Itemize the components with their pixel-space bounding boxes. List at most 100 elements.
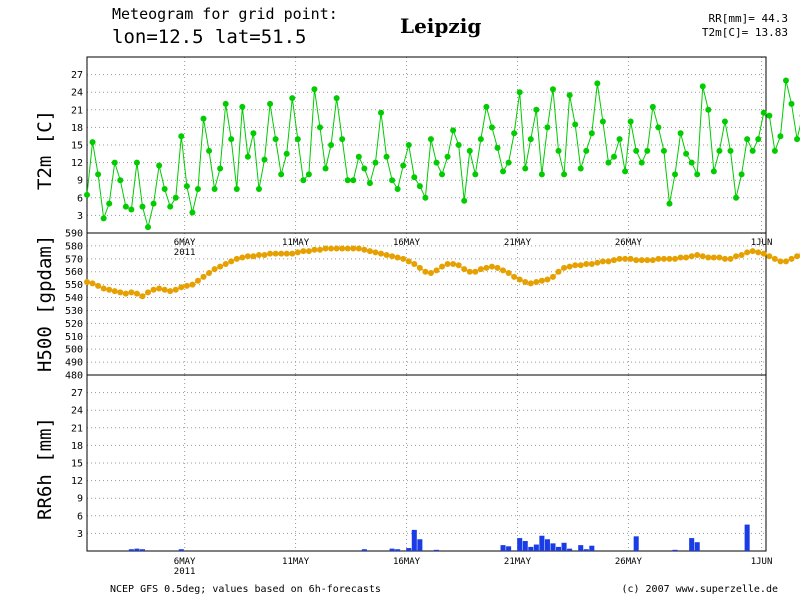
- t2m-mean-readout: T2m[C]= 13.83: [701, 26, 788, 39]
- footer-copyright: (c) 2007 www.superzelle.de: [621, 584, 778, 595]
- h500-point: [416, 264, 423, 271]
- t2m-point: [766, 112, 773, 119]
- t2m-point: [378, 109, 385, 116]
- rr-bar: [578, 545, 584, 551]
- rr-bar: [550, 543, 556, 551]
- h500-point: [167, 288, 174, 295]
- t2m-point: [749, 147, 756, 154]
- y-tick-label: 21: [71, 105, 83, 116]
- h500-point: [278, 250, 285, 257]
- h500-point: [705, 254, 712, 261]
- y-tick-label: 590: [65, 229, 83, 240]
- rr-bar: [561, 542, 567, 551]
- t2m-point: [405, 142, 412, 148]
- t2m-point: [588, 130, 595, 137]
- t2m-point: [283, 150, 290, 157]
- h500-point: [228, 258, 235, 265]
- h500-point: [533, 279, 540, 286]
- h500-point: [633, 257, 640, 264]
- t2m-point: [222, 100, 229, 107]
- y-tick-label: 570: [65, 254, 83, 265]
- rr-bar: [694, 542, 700, 551]
- h500-point: [439, 263, 446, 270]
- header-line-1: Meteogram for grid point:: [112, 5, 338, 23]
- h500-point: [488, 263, 495, 270]
- h500-point: [250, 253, 257, 260]
- h500-point: [322, 245, 329, 252]
- h500-point: [272, 250, 279, 257]
- h500-point: [427, 270, 434, 277]
- h500-point: [244, 253, 251, 260]
- t2m-point: [516, 89, 523, 96]
- y-tick-label: 490: [65, 358, 83, 369]
- h500-point: [339, 245, 346, 252]
- h500-point: [766, 253, 773, 260]
- t2m-point: [111, 159, 118, 166]
- h500-point: [405, 258, 412, 265]
- rr-total-readout: RR[mm]= 44.3: [708, 12, 788, 25]
- h500-point: [683, 254, 690, 261]
- h500-point: [710, 254, 717, 261]
- rr-bar: [411, 529, 417, 551]
- t2m-point: [300, 177, 307, 184]
- t2m-point: [117, 177, 124, 184]
- t2m-point: [461, 197, 468, 204]
- h500-point: [217, 263, 224, 270]
- t2m-point: [178, 133, 185, 140]
- panel-frame: [86, 56, 767, 234]
- h500-point: [522, 279, 529, 286]
- h500-point: [622, 255, 629, 262]
- t2m-point: [272, 136, 279, 143]
- h500-point: [211, 266, 218, 273]
- t2m-point: [488, 124, 495, 131]
- h500-point: [267, 250, 274, 257]
- h500-point: [305, 248, 312, 255]
- t2m-point: [316, 124, 323, 131]
- y-tick-label: 3: [77, 211, 83, 222]
- h500-point: [649, 257, 656, 264]
- h500-point: [106, 286, 113, 293]
- t2m-point: [150, 200, 157, 207]
- rr-bar: [556, 546, 562, 551]
- h500-point: [788, 255, 795, 262]
- h500-point: [455, 262, 462, 269]
- y-tick-label: 15: [71, 141, 83, 152]
- h500-point: [294, 249, 301, 256]
- h500-point: [660, 255, 667, 262]
- t2m-point: [688, 159, 695, 166]
- rr-bar: [522, 541, 528, 551]
- rr-bar: [500, 545, 506, 551]
- t2m-point: [472, 171, 479, 178]
- t2m-point: [427, 136, 434, 143]
- t2m-point: [366, 180, 373, 187]
- t2m-point: [206, 147, 213, 154]
- h500-point: [466, 268, 473, 275]
- h500-point: [333, 245, 340, 252]
- rr-bar: [361, 549, 367, 551]
- y-tick-label: 21: [71, 423, 83, 434]
- t2m-point: [450, 127, 457, 134]
- t2m-point: [500, 168, 507, 175]
- h500-point: [311, 246, 318, 253]
- h500-point: [616, 255, 623, 262]
- h500-point: [749, 248, 756, 255]
- h500-point: [183, 282, 190, 289]
- h500-point: [289, 250, 296, 257]
- t2m-point: [305, 171, 312, 178]
- rr-bar: [583, 549, 589, 551]
- t2m-point: [411, 174, 418, 181]
- t2m-point: [339, 136, 346, 143]
- t2m-point: [122, 203, 129, 210]
- h500-point: [389, 253, 396, 260]
- t2m-point: [389, 177, 396, 184]
- y-tick-label: 480: [65, 371, 83, 382]
- x-tick-label: 6MAY: [174, 557, 196, 567]
- t2m-point: [710, 168, 717, 175]
- h500-point: [239, 254, 246, 261]
- h500-point: [605, 258, 612, 265]
- h500-point: [738, 251, 745, 258]
- h500-point: [694, 251, 701, 258]
- h500-point: [527, 280, 534, 287]
- t2m-point: [244, 153, 251, 160]
- t2m-point: [172, 194, 179, 201]
